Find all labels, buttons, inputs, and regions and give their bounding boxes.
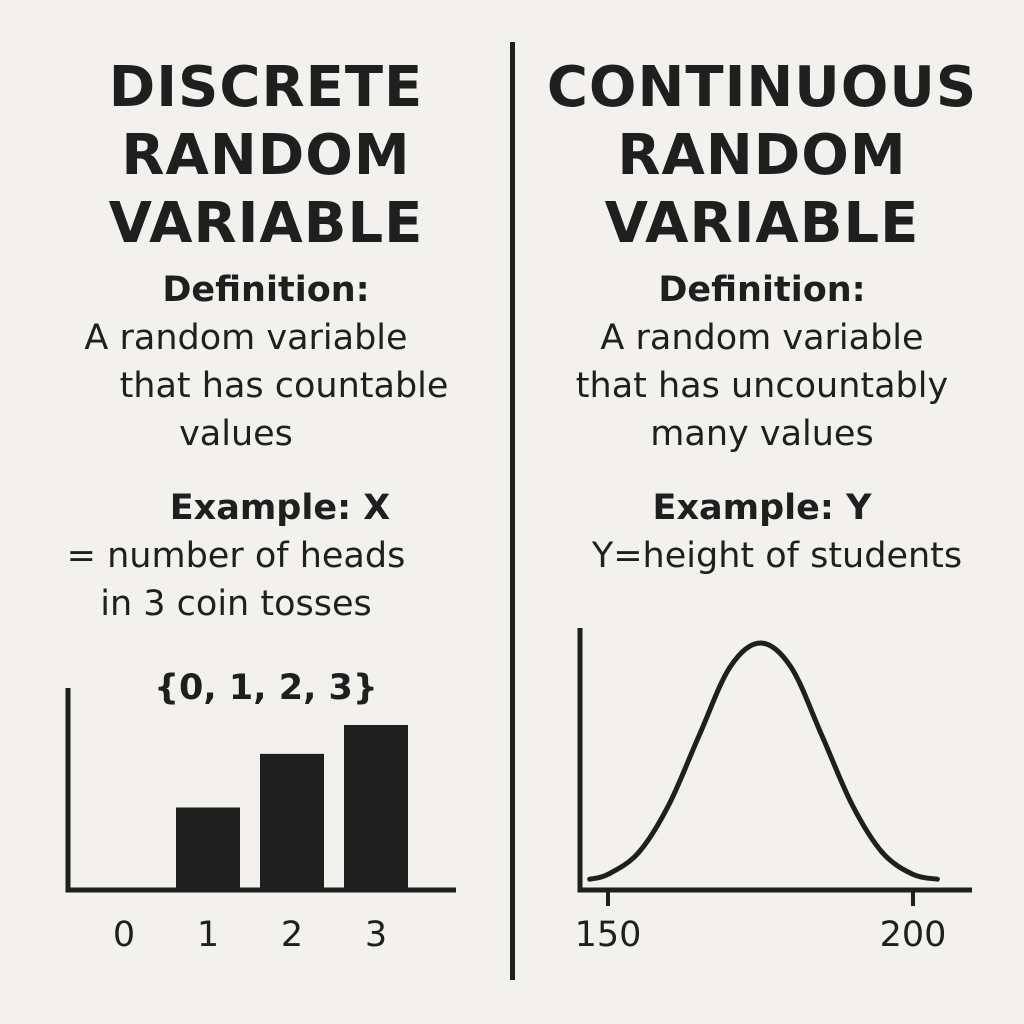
example-line: in 3 coin tosses bbox=[100, 584, 372, 624]
x-tick-label-0: 0 bbox=[113, 915, 135, 955]
definition-line: values bbox=[179, 414, 293, 454]
bar-chart-axes bbox=[65, 688, 456, 893]
example-line: Y=height of students bbox=[591, 536, 963, 576]
x-tick-label-2: 2 bbox=[281, 915, 303, 955]
continuous-title-line: RANDOM bbox=[617, 123, 907, 188]
bar-3 bbox=[344, 725, 408, 890]
discrete-title-line: DISCRETE bbox=[108, 55, 424, 120]
bell-curve-line bbox=[587, 640, 940, 882]
definition-label: Definition: bbox=[658, 270, 866, 310]
definition-line: many values bbox=[650, 414, 874, 454]
continuous-definition: Definition: A random variable that has u… bbox=[512, 266, 1012, 458]
discrete-title-line: VARIABLE bbox=[108, 191, 424, 256]
definition-line: A random variable bbox=[84, 318, 408, 358]
column-divider bbox=[510, 42, 515, 980]
continuous-panel: CONTINUOUS RANDOM VARIABLE Definition: A… bbox=[512, 0, 1024, 1024]
continuous-title-line: VARIABLE bbox=[604, 191, 920, 256]
definition-line: that has uncountably bbox=[575, 366, 949, 406]
continuous-example: Example: Y Y=height of students bbox=[512, 484, 1012, 580]
x-tick-label-3: 3 bbox=[365, 915, 387, 955]
continuous-title-line: CONTINUOUS bbox=[546, 55, 978, 120]
discrete-definition: Definition: A random variable that has c… bbox=[0, 266, 532, 458]
x-tick-label-1: 1 bbox=[197, 915, 219, 955]
bar-2 bbox=[260, 753, 324, 890]
definition-line: that has countable bbox=[119, 366, 449, 406]
example-label: Example: Y bbox=[652, 488, 872, 528]
discrete-title-line: RANDOM bbox=[121, 123, 411, 188]
discrete-example: Example: X = number of heads in 3 coin t… bbox=[0, 484, 532, 628]
example-label: Example: X bbox=[169, 488, 391, 528]
curve-chart-axes bbox=[577, 628, 972, 893]
definition-label: Definition: bbox=[162, 270, 370, 310]
discrete-title: DISCRETE RANDOM VARIABLE bbox=[0, 54, 532, 258]
discrete-panel: DISCRETE RANDOM VARIABLE Definition: A r… bbox=[67, 55, 449, 708]
x-tick-label-150: 150 bbox=[575, 915, 642, 955]
definition-line: A random variable bbox=[600, 318, 924, 358]
x-tick-label-200: 200 bbox=[880, 915, 947, 955]
bar-1 bbox=[176, 807, 240, 890]
value-set: {0, 1, 2, 3} bbox=[154, 668, 378, 708]
example-line: = number of heads bbox=[66, 536, 406, 576]
continuous-title: CONTINUOUS RANDOM VARIABLE bbox=[512, 54, 1012, 258]
